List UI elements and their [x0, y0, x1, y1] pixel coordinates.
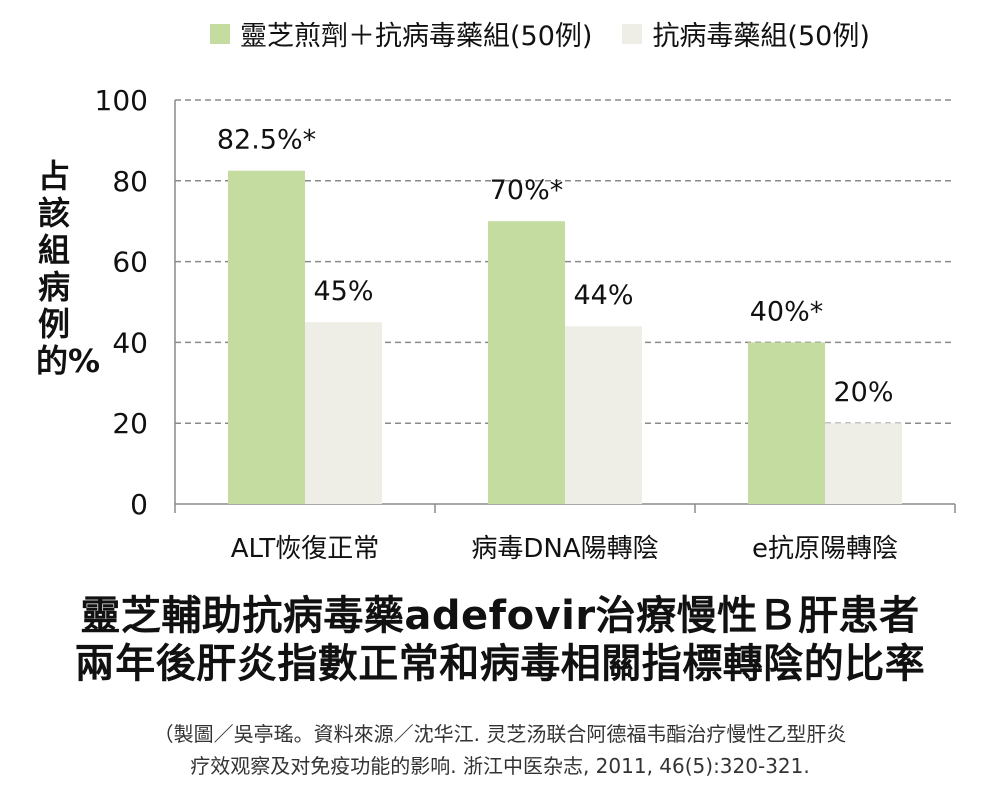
x-tick-label: 病毒DNA陽轉陰	[471, 534, 658, 564]
chart-legend: 靈芝煎劑＋抗病毒藥組(50例) 抗病毒藥組(50例)	[210, 14, 870, 53]
bar-chart: 0 20 40 60 80 100 82.5%* 45% ALT恢復正常 70%* 44% 病毒DNA…	[95, 84, 956, 564]
bar-antiviral	[825, 423, 902, 504]
chart-title-line-2: 兩年後肝炎指數正常和病毒相關指標轉陰的比率	[74, 641, 926, 687]
y-tick-label: 40	[112, 326, 148, 359]
y-tick-label: 80	[112, 165, 148, 198]
chart-title-line-1: 靈芝輔助抗病毒藥adefovir治療慢性Ｂ肝患者	[80, 593, 920, 639]
bar-combined	[228, 170, 305, 504]
legend-label-combined: 靈芝煎劑＋抗病毒藥組(50例)	[240, 21, 593, 52]
data-label: 40%*	[750, 296, 824, 327]
y-tick-label: 60	[112, 246, 148, 279]
source-note: （製圖／吳亭瑤。資料來源／沈华江. 灵芝汤联合阿德福韦酯治疗慢性乙型肝炎 疗效观…	[0, 718, 1000, 782]
data-label: 20%	[833, 377, 893, 408]
legend-swatch-antiviral	[622, 23, 643, 44]
y-tick-label: 0	[130, 488, 148, 521]
chart-title: 靈芝輔助抗病毒藥adefovir治療慢性Ｂ肝患者 兩年後肝炎指數正常和病毒相關指…	[0, 592, 1000, 688]
bar-combined	[748, 342, 825, 504]
data-label: 45%	[313, 276, 373, 307]
y-tick-label: 100	[95, 84, 148, 117]
source-note-line-2: 疗效观察及对免疫功能的影响. 浙江中医杂志, 2011, 46(5):320-3…	[190, 754, 810, 778]
data-label: 70%*	[490, 175, 564, 206]
bar-antiviral	[565, 326, 642, 504]
legend-item-combined: 靈芝煎劑＋抗病毒藥組(50例)	[210, 14, 592, 53]
bar-combined	[488, 221, 565, 504]
legend-swatch-combined	[210, 23, 230, 44]
bar-antiviral	[305, 322, 382, 504]
y-tick-label: 20	[112, 407, 148, 440]
source-note-line-1: （製圖／吳亭瑤。資料來源／沈华江. 灵芝汤联合阿德福韦酯治疗慢性乙型肝炎	[153, 722, 847, 746]
x-tick-label: ALT恢復正常	[231, 534, 380, 564]
legend-label-antiviral: 抗病毒藥組(50例)	[652, 21, 870, 52]
legend-item-antiviral: 抗病毒藥組(50例)	[622, 14, 870, 53]
data-label: 44%	[573, 280, 633, 311]
x-tick-label: e抗原陽轉陰	[752, 534, 898, 564]
data-label: 82.5%*	[217, 125, 316, 156]
y-axis-label: 占該組病例的%	[36, 157, 101, 380]
